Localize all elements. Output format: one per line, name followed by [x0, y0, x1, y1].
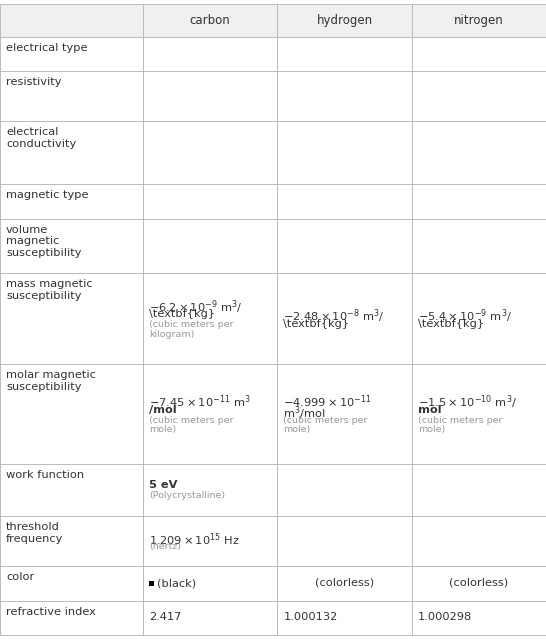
Text: work function: work function: [6, 470, 84, 480]
Bar: [143, 36, 277, 71]
Bar: [277, 121, 412, 185]
Text: mol: mol: [418, 404, 441, 415]
Text: volume
magnetic
susceptibility: volume magnetic susceptibility: [6, 225, 81, 258]
Text: (cubic meters per: (cubic meters per: [283, 416, 368, 425]
Text: carbon: carbon: [190, 14, 230, 27]
Bar: [0, 71, 143, 121]
Bar: [0, 601, 143, 635]
Bar: [143, 185, 277, 219]
Bar: [277, 36, 412, 71]
Text: $-4.999\times10^{-11}$: $-4.999\times10^{-11}$: [283, 394, 372, 410]
Text: nitrogen: nitrogen: [454, 14, 504, 27]
Text: 1.000298: 1.000298: [418, 612, 472, 622]
Text: 2.417: 2.417: [149, 612, 181, 622]
Text: 5 eV: 5 eV: [149, 480, 177, 490]
Bar: [412, 4, 546, 36]
Text: hydrogen: hydrogen: [317, 14, 372, 27]
Text: $-5.4\times10^{-9}$ m$^3$/: $-5.4\times10^{-9}$ m$^3$/: [418, 307, 512, 325]
Bar: [412, 273, 546, 364]
Bar: [0, 364, 143, 464]
Bar: [0, 464, 143, 516]
Bar: [143, 516, 277, 566]
Bar: [412, 566, 546, 601]
Text: $1.209\times10^{15}$ Hz: $1.209\times10^{15}$ Hz: [149, 531, 240, 548]
Bar: [412, 36, 546, 71]
Bar: [0, 121, 143, 185]
Bar: [412, 464, 546, 516]
Text: magnetic type: magnetic type: [6, 190, 88, 201]
Text: 1.000132: 1.000132: [283, 612, 337, 622]
Bar: [277, 4, 412, 36]
Text: \textbf{kg}: \textbf{kg}: [283, 319, 349, 328]
Bar: [0, 4, 143, 36]
Bar: [143, 601, 277, 635]
Bar: [0, 273, 143, 364]
Bar: [277, 601, 412, 635]
Bar: [277, 71, 412, 121]
Bar: [277, 364, 412, 464]
Text: (colorless): (colorless): [449, 578, 508, 588]
Text: mass magnetic
susceptibility: mass magnetic susceptibility: [6, 279, 93, 301]
Bar: [412, 516, 546, 566]
Bar: [412, 601, 546, 635]
Text: (cubic meters per: (cubic meters per: [149, 321, 234, 330]
Text: molar magnetic
susceptibility: molar magnetic susceptibility: [6, 370, 96, 392]
Text: $-2.48\times10^{-8}$ m$^3$/: $-2.48\times10^{-8}$ m$^3$/: [283, 307, 385, 325]
Text: (cubic meters per: (cubic meters per: [418, 416, 502, 425]
Text: mole): mole): [418, 425, 445, 434]
Bar: [277, 516, 412, 566]
Text: (cubic meters per: (cubic meters per: [149, 416, 234, 425]
Bar: [0, 36, 143, 71]
Bar: [412, 121, 546, 185]
Bar: [277, 273, 412, 364]
Text: refractive index: refractive index: [6, 606, 96, 617]
Bar: [143, 219, 277, 273]
Text: (colorless): (colorless): [315, 578, 374, 588]
Bar: [143, 364, 277, 464]
Bar: [0, 185, 143, 219]
Text: kilogram): kilogram): [149, 330, 194, 339]
Text: \textbf{kg}: \textbf{kg}: [149, 309, 215, 320]
Text: resistivity: resistivity: [6, 77, 62, 87]
Bar: [277, 464, 412, 516]
Bar: [149, 581, 154, 586]
Bar: [412, 71, 546, 121]
Text: threshold
frequency: threshold frequency: [6, 522, 63, 544]
Text: mole): mole): [283, 425, 311, 434]
Bar: [412, 185, 546, 219]
Text: \textbf{kg}: \textbf{kg}: [418, 319, 484, 328]
Bar: [277, 185, 412, 219]
Bar: [143, 4, 277, 36]
Text: color: color: [6, 572, 34, 582]
Text: (Polycrystalline): (Polycrystalline): [149, 491, 225, 500]
Bar: [143, 121, 277, 185]
Bar: [143, 71, 277, 121]
Bar: [412, 219, 546, 273]
Bar: [143, 464, 277, 516]
Bar: [0, 516, 143, 566]
Text: (hertz): (hertz): [149, 542, 181, 551]
Text: $-7.45\times10^{-11}$ m$^3$: $-7.45\times10^{-11}$ m$^3$: [149, 394, 251, 410]
Bar: [143, 566, 277, 601]
Bar: [0, 566, 143, 601]
Text: /mol: /mol: [149, 404, 177, 415]
Bar: [412, 364, 546, 464]
Bar: [0, 219, 143, 273]
Text: (black): (black): [157, 578, 196, 589]
Text: $-6.2\times10^{-9}$ m$^3$/: $-6.2\times10^{-9}$ m$^3$/: [149, 298, 242, 316]
Bar: [277, 219, 412, 273]
Text: electrical
conductivity: electrical conductivity: [6, 127, 76, 148]
Text: m$^3$/mol: m$^3$/mol: [283, 404, 326, 422]
Text: electrical type: electrical type: [6, 43, 87, 52]
Bar: [143, 273, 277, 364]
Text: mole): mole): [149, 425, 176, 434]
Text: $-1.5\times10^{-10}$ m$^3$/: $-1.5\times10^{-10}$ m$^3$/: [418, 394, 517, 411]
Bar: [277, 566, 412, 601]
